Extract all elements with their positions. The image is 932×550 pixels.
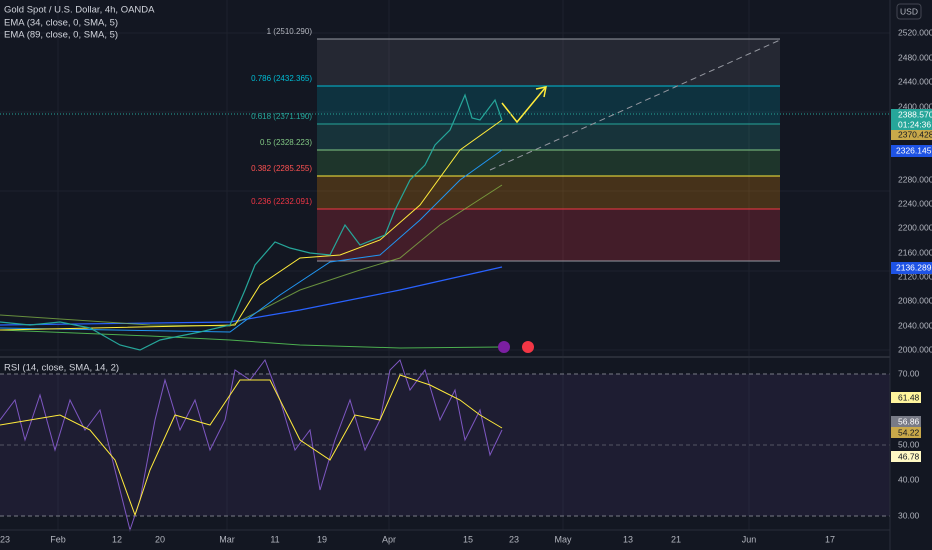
tick: 2520.000 bbox=[898, 27, 932, 37]
tick: 40.00 bbox=[898, 474, 920, 484]
tick: 2000.000 bbox=[898, 344, 932, 354]
tag: 54.22 bbox=[898, 427, 920, 437]
fib-label: 1 (2510.290) bbox=[267, 27, 313, 36]
tick: 23 bbox=[509, 534, 519, 544]
fib-label: 0.5 (2328.223) bbox=[260, 138, 312, 147]
rsi-lines bbox=[0, 358, 503, 532]
tick: 15 bbox=[463, 534, 473, 544]
tick: May bbox=[554, 534, 572, 544]
price-tags: 2388.570 01:24:36 2370.428 2326.145 2136… bbox=[891, 109, 932, 274]
tag: 01:24:36 bbox=[898, 119, 931, 129]
tick: 2280.000 bbox=[898, 174, 932, 184]
fib-label: 0.382 (2285.255) bbox=[251, 164, 312, 173]
rsi-title: RSI (14, close, SMA, 14, 2) bbox=[4, 363, 119, 374]
tick: 21 bbox=[671, 534, 681, 544]
tick: 2400.000 bbox=[898, 101, 932, 111]
tick: Apr bbox=[382, 534, 396, 544]
tag: 2136.289 bbox=[896, 262, 932, 272]
rsi-axis-labels: 70.00 50.00 40.00 30.00 61.48 56.86 54.2… bbox=[891, 368, 921, 520]
price-lines bbox=[0, 39, 781, 351]
fib-retracement bbox=[317, 38, 780, 262]
tick: 23 bbox=[0, 534, 10, 544]
tick: 13 bbox=[623, 534, 633, 544]
tick: 11 bbox=[270, 534, 279, 544]
tag: 2388.570 bbox=[898, 109, 932, 119]
tick: 2040.000 bbox=[898, 320, 932, 330]
tick: Mar bbox=[219, 534, 235, 544]
tick: 19 bbox=[317, 534, 327, 544]
tag: 56.86 bbox=[898, 416, 920, 426]
tag: 46.78 bbox=[898, 451, 920, 461]
tick: 70.00 bbox=[898, 368, 920, 378]
tag: 2326.145 bbox=[896, 145, 932, 155]
fib-label: 0.236 (2232.091) bbox=[251, 197, 312, 206]
tick: 2160.000 bbox=[898, 247, 932, 257]
indicator: EMA (34, close, 0, SMA, 5) bbox=[4, 18, 118, 29]
tick: 17 bbox=[825, 534, 835, 544]
tick: 2080.000 bbox=[898, 295, 932, 305]
rsi-levels bbox=[0, 373, 890, 517]
fib-label: 0.618 (2371.190) bbox=[251, 112, 312, 121]
tag: 61.48 bbox=[898, 392, 920, 402]
symbol: Gold Spot / U.S. Dollar, 4h, OANDA bbox=[4, 5, 155, 16]
tick: 2120.000 bbox=[898, 271, 932, 281]
currency[interactable]: USD bbox=[900, 6, 918, 16]
event-icon[interactable] bbox=[522, 341, 534, 353]
tick: 12 bbox=[112, 534, 122, 544]
tick: 50.00 bbox=[898, 439, 920, 449]
tag: 2370.428 bbox=[898, 129, 932, 139]
tick: 2240.000 bbox=[898, 198, 932, 208]
event-icon[interactable] bbox=[498, 341, 510, 353]
indicator: EMA (89, close, 0, SMA, 5) bbox=[4, 30, 118, 41]
fib-label: 0.786 (2432.365) bbox=[251, 74, 312, 83]
tick: 30.00 bbox=[898, 510, 920, 520]
tick: 2440.000 bbox=[898, 76, 932, 86]
tick: Jun bbox=[742, 534, 757, 544]
tick: Feb bbox=[50, 534, 66, 544]
tick: 2200.000 bbox=[898, 222, 932, 232]
tick: 20 bbox=[155, 534, 165, 544]
price-axis-labels: 2520.000 2480.000 2440.000 2400.000 2280… bbox=[898, 27, 932, 354]
currency-button[interactable] bbox=[896, 3, 922, 20]
time-axis: 23 Feb 12 20 Mar 11 19 Apr 15 23 May 13 … bbox=[0, 534, 835, 544]
tick: 2480.000 bbox=[898, 52, 932, 62]
grid bbox=[0, 0, 890, 530]
